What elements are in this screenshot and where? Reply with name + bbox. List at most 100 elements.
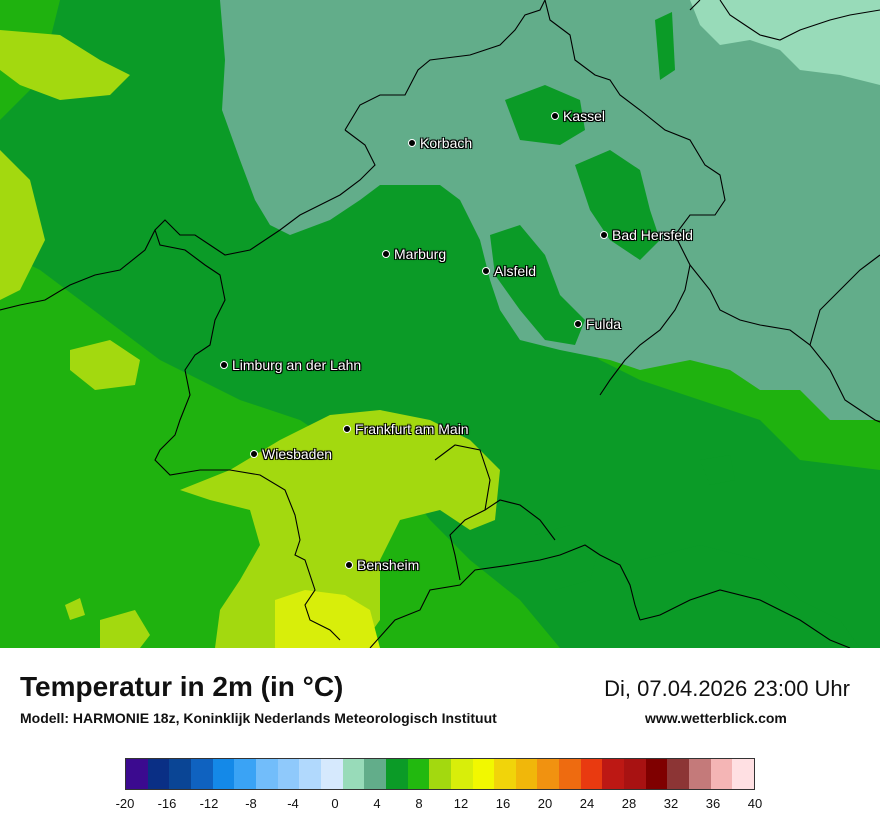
- legend-swatch: [255, 759, 278, 789]
- legend-tick-labels: -20 -16 -12 -8 -4 0 4 8 12 16 20 24 28 32 36 40: [116, 796, 763, 814]
- city-dot-icon: [343, 425, 351, 433]
- legend-tick-label: 16: [495, 796, 511, 811]
- legend-tick-label: 36: [705, 796, 721, 811]
- city-marker-fulda: Fulda: [574, 316, 621, 332]
- legend-swatch: [407, 759, 430, 789]
- city-dot-icon: [382, 250, 390, 258]
- legend-swatch: [126, 759, 148, 789]
- city-marker-alsfeld: Alsfeld: [482, 263, 536, 279]
- temperature-field: [0, 0, 880, 648]
- legend-swatch: [472, 759, 495, 789]
- border-hesse-sw: [154, 229, 341, 641]
- legend-swatch: [689, 759, 711, 789]
- legend-swatch: [624, 759, 646, 789]
- city-marker-frankfurt: Frankfurt am Main: [343, 421, 469, 437]
- border-nw-top: [689, 0, 701, 11]
- border-north-ext: [719, 0, 880, 41]
- legend-tick-label: 40: [747, 796, 763, 811]
- border-inner-east: [809, 254, 880, 346]
- legend-swatch: [147, 759, 170, 789]
- legend-tick-label: 4: [373, 796, 381, 811]
- city-marker-marburg: Marburg: [382, 246, 446, 262]
- field-zone-12c-southwest: [100, 610, 150, 648]
- field-zone-12c-west: [0, 150, 45, 300]
- city-marker-bad-hersfeld: Bad Hersfeld: [600, 227, 693, 243]
- border-hesse-ne: [544, 0, 726, 396]
- field-zone-12c-nw: [0, 30, 130, 100]
- legend-swatch: [169, 759, 191, 789]
- legend-tick-label: -20: [115, 796, 135, 811]
- model-subtitle: Modell: HARMONIE 18z, Koninklijk Nederla…: [20, 710, 497, 726]
- legend-tick-label: 0: [331, 796, 339, 811]
- legend-tick-label: 8: [415, 796, 423, 811]
- legend-tick-label: -12: [199, 796, 219, 811]
- border-hesse-south: [369, 544, 641, 648]
- legend-swatch: [299, 759, 321, 789]
- city-marker-wiesbaden: Wiesbaden: [250, 446, 332, 462]
- city-label: Frankfurt am Main: [355, 421, 469, 437]
- field-island-alsfeld: [490, 225, 585, 345]
- map-title: Temperatur in 2m (in °C): [20, 671, 344, 702]
- city-dot-icon: [600, 231, 608, 239]
- legend-swatch: [429, 759, 451, 789]
- border-lines: [0, 0, 880, 648]
- city-label: Kassel: [563, 108, 606, 124]
- legend-tick-label: 32: [663, 796, 679, 811]
- legend-swatch: [494, 759, 516, 789]
- city-dot-icon: [408, 139, 416, 147]
- city-label: Bad Hersfeld: [612, 227, 693, 243]
- city-label: Bensheim: [357, 557, 420, 573]
- legend-swatch: [710, 759, 733, 789]
- field-zone-8c-se2: [640, 545, 860, 648]
- city-label: Korbach: [420, 135, 473, 151]
- legend-tick-label: -4: [287, 796, 299, 811]
- field-zone-14c: [275, 590, 380, 648]
- border-thuringia: [689, 264, 880, 423]
- legend-swatch: [450, 759, 473, 789]
- field-zone-12c-sw2: [65, 598, 85, 620]
- legend-tick-label: 28: [621, 796, 637, 811]
- border-hesse-north: [344, 0, 546, 131]
- border-east-right: [639, 589, 851, 648]
- city-marker-korbach: Korbach: [408, 135, 472, 151]
- city-label: Wiesbaden: [262, 446, 333, 462]
- field-island-north: [655, 12, 675, 80]
- legend-tick-label: -16: [157, 796, 177, 811]
- legend-swatch: [580, 759, 603, 789]
- legend-swatch: [559, 759, 581, 789]
- field-zone-8c-e: [700, 455, 735, 485]
- legend-tick-label: 20: [537, 796, 553, 811]
- city-dot-icon: [574, 320, 582, 328]
- legend-swatch: [537, 759, 560, 789]
- city-label: Fulda: [586, 316, 622, 332]
- legend-swatch: [277, 759, 300, 789]
- legend-swatch: [645, 759, 668, 789]
- legend-swatch: [364, 759, 386, 789]
- legend-swatch: [342, 759, 365, 789]
- city-dot-icon: [551, 112, 559, 120]
- border-bavaria-line: [484, 499, 556, 541]
- legend-swatch: [234, 759, 256, 789]
- city-marker-limburg: Limburg an der Lahn: [220, 357, 361, 373]
- legend-swatch: [190, 759, 213, 789]
- field-zone-8c-se: [535, 525, 600, 590]
- city-marker-bensheim: Bensheim: [345, 557, 419, 573]
- field-zone-12c-limburg: [70, 340, 140, 390]
- forecast-datetime: Di, 07.04.2026 23:00 Uhr: [604, 676, 850, 701]
- city-dot-icon: [220, 361, 228, 369]
- legend-swatch: [320, 759, 343, 789]
- temperature-map: Kassel Korbach Bad Hersfeld Marburg Alsf…: [0, 0, 880, 648]
- legend-swatch: [602, 759, 625, 789]
- website-link[interactable]: www.wetterblick.com: [645, 710, 787, 726]
- city-dot-icon: [345, 561, 353, 569]
- city-dot-icon: [250, 450, 258, 458]
- legend-swatch: [515, 759, 538, 789]
- border-hesse-west: [0, 129, 376, 311]
- city-marker-kassel: Kassel: [551, 108, 605, 124]
- legend-tick-label: 24: [579, 796, 595, 811]
- legend-tick-label: -8: [245, 796, 257, 811]
- legend-swatch: [212, 759, 235, 789]
- legend-swatch: [385, 759, 408, 789]
- city-label: Limburg an der Lahn: [232, 357, 362, 373]
- legend-swatch: [732, 759, 755, 789]
